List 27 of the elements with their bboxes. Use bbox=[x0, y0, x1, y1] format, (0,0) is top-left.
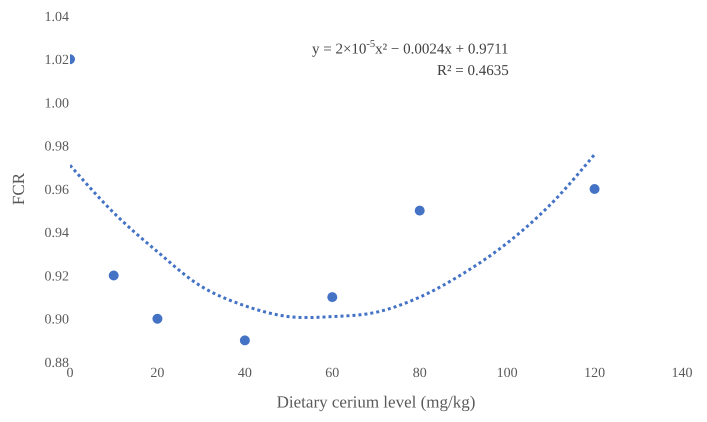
y-axis-title: FCR bbox=[9, 172, 28, 206]
annotation: y = 2×10$^{-5}$x² − 0.0024x + 0.9711 bbox=[312, 39, 509, 58]
x-tick-label: 80 bbox=[412, 366, 427, 381]
x-tick-label: 120 bbox=[584, 366, 606, 381]
x-tick-label: 140 bbox=[672, 366, 692, 381]
x-tick-label: 60 bbox=[325, 366, 340, 381]
point bbox=[108, 270, 119, 280]
y-tick-label: 0.96 bbox=[44, 182, 69, 198]
y-tick-label: 1.02 bbox=[44, 53, 69, 68]
x-tick-label: 100 bbox=[496, 366, 518, 381]
annotation: R² = 0.4635 bbox=[437, 63, 509, 79]
point bbox=[240, 335, 250, 346]
x-tick-label: 0 bbox=[66, 366, 74, 381]
x-tick-label: 20 bbox=[150, 366, 164, 381]
y-tick-label: 0.92 bbox=[44, 269, 69, 284]
point bbox=[327, 292, 338, 302]
x-tick-label: 40 bbox=[238, 366, 252, 381]
point bbox=[414, 206, 425, 216]
point bbox=[590, 184, 600, 194]
y-tick-label: 0.90 bbox=[44, 312, 69, 328]
y-tick-label: 0.98 bbox=[44, 140, 69, 155]
y-tick-label: 1.04 bbox=[44, 10, 69, 25]
x-axis-title: Dietary cerium level (mg/kg) bbox=[276, 392, 476, 412]
line-series bbox=[70, 152, 596, 320]
point bbox=[152, 314, 162, 324]
y-tick-label: 1.00 bbox=[44, 96, 69, 112]
y-tick-label: 0.94 bbox=[44, 226, 69, 242]
